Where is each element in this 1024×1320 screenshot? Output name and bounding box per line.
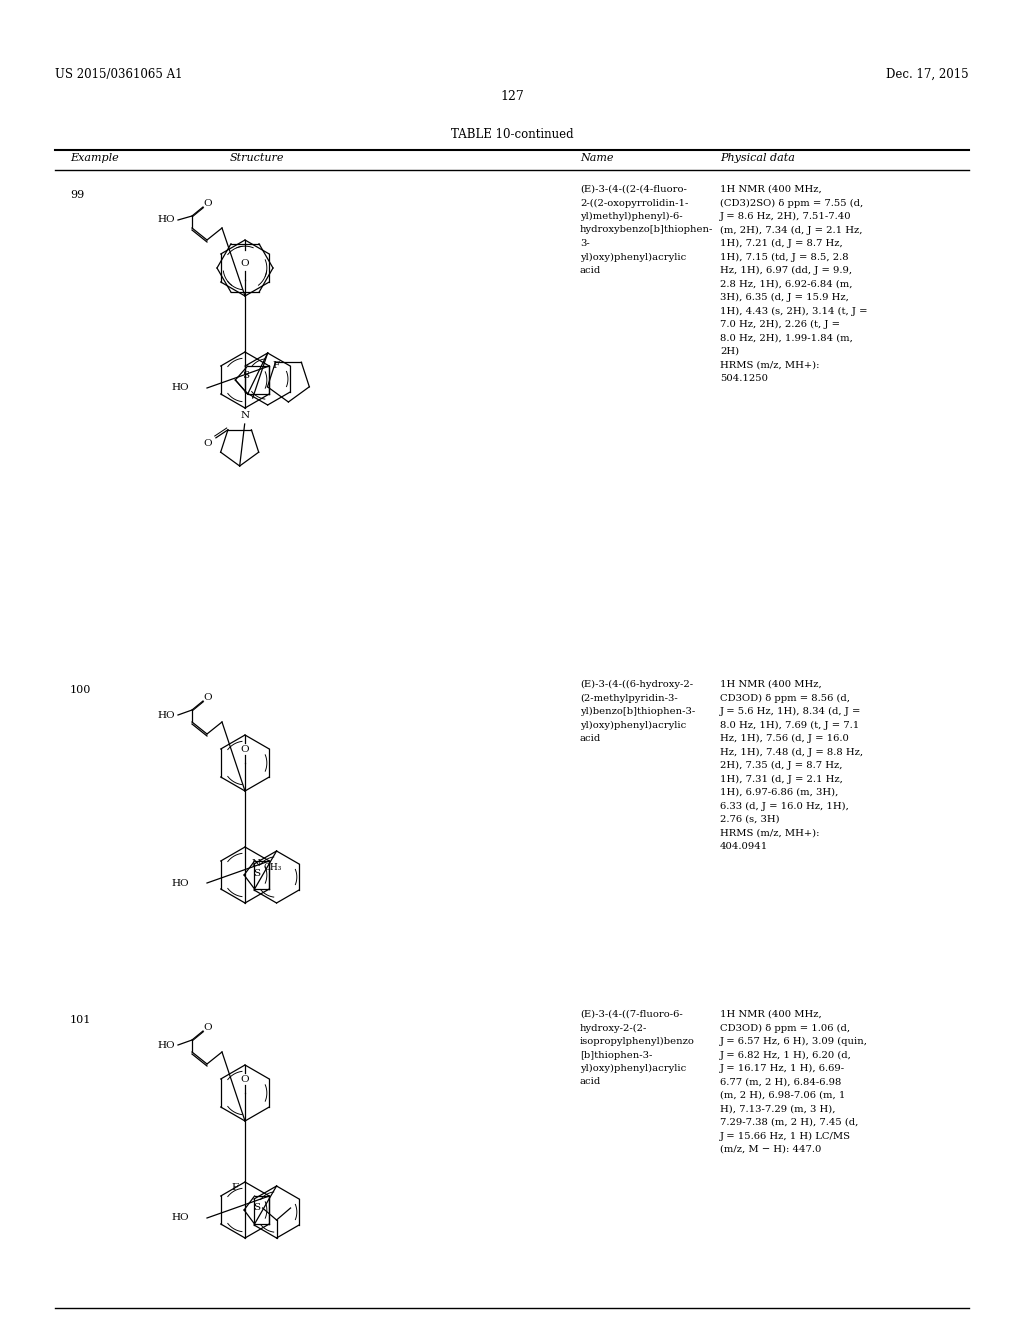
Text: H), 7.13-7.29 (m, 3 H),: H), 7.13-7.29 (m, 3 H), [720, 1105, 836, 1114]
Text: Hz, 1H), 7.48 (d, J = 8.8 Hz,: Hz, 1H), 7.48 (d, J = 8.8 Hz, [720, 747, 863, 756]
Text: HO: HO [158, 215, 175, 224]
Text: yl)oxy)phenyl)acrylic: yl)oxy)phenyl)acrylic [580, 1064, 686, 1073]
Text: Dec. 17, 2015: Dec. 17, 2015 [887, 69, 969, 81]
Text: J = 6.82 Hz, 1 H), 6.20 (d,: J = 6.82 Hz, 1 H), 6.20 (d, [720, 1051, 852, 1060]
Text: 1H), 6.97-6.86 (m, 3H),: 1H), 6.97-6.86 (m, 3H), [720, 788, 839, 797]
Text: acid: acid [580, 734, 601, 743]
Text: CD3OD) δ ppm = 1.06 (d,: CD3OD) δ ppm = 1.06 (d, [720, 1023, 850, 1032]
Text: HO: HO [171, 384, 189, 392]
Text: 100: 100 [70, 685, 91, 696]
Text: 504.1250: 504.1250 [720, 374, 768, 383]
Text: CD3OD) δ ppm = 8.56 (d,: CD3OD) δ ppm = 8.56 (d, [720, 693, 850, 702]
Text: Name: Name [580, 153, 613, 162]
Text: (m, 2H), 7.34 (d, J = 2.1 Hz,: (m, 2H), 7.34 (d, J = 2.1 Hz, [720, 226, 862, 235]
Text: O: O [204, 693, 212, 701]
Text: J = 15.66 Hz, 1 H) LC/MS: J = 15.66 Hz, 1 H) LC/MS [720, 1131, 851, 1140]
Text: (CD3)2SO) δ ppm = 7.55 (d,: (CD3)2SO) δ ppm = 7.55 (d, [720, 198, 863, 207]
Text: O: O [204, 198, 212, 207]
Text: N: N [252, 859, 260, 869]
Text: O: O [241, 744, 249, 754]
Text: 101: 101 [70, 1015, 91, 1026]
Text: 8.0 Hz, 2H), 1.99-1.84 (m,: 8.0 Hz, 2H), 1.99-1.84 (m, [720, 334, 853, 342]
Text: US 2015/0361065 A1: US 2015/0361065 A1 [55, 69, 182, 81]
Text: HO: HO [171, 879, 189, 887]
Text: HO: HO [158, 1040, 175, 1049]
Text: 1H), 7.21 (d, J = 8.7 Hz,: 1H), 7.21 (d, J = 8.7 Hz, [720, 239, 843, 248]
Text: 2H), 7.35 (d, J = 8.7 Hz,: 2H), 7.35 (d, J = 8.7 Hz, [720, 762, 843, 770]
Text: 6.33 (d, J = 16.0 Hz, 1H),: 6.33 (d, J = 16.0 Hz, 1H), [720, 801, 849, 810]
Text: F: F [231, 1184, 239, 1192]
Text: 99: 99 [70, 190, 84, 201]
Text: TABLE 10-continued: TABLE 10-continued [451, 128, 573, 141]
Text: Example: Example [70, 153, 119, 162]
Text: HRMS (m/z, MH+):: HRMS (m/z, MH+): [720, 360, 819, 370]
Text: 2H): 2H) [720, 347, 739, 356]
Text: yl)benzo[b]thiophen-3-: yl)benzo[b]thiophen-3- [580, 708, 695, 717]
Text: J = 16.17 Hz, 1 H), 6.69-: J = 16.17 Hz, 1 H), 6.69- [720, 1064, 845, 1073]
Text: O: O [241, 260, 249, 268]
Text: S: S [242, 371, 249, 380]
Text: HO: HO [171, 1213, 189, 1222]
Text: 2.8 Hz, 1H), 6.92-6.84 (m,: 2.8 Hz, 1H), 6.92-6.84 (m, [720, 280, 853, 289]
Text: F: F [272, 360, 280, 370]
Text: HO: HO [158, 710, 175, 719]
Text: yl)methyl)phenyl)-6-: yl)methyl)phenyl)-6- [580, 213, 683, 222]
Text: S: S [253, 1204, 260, 1213]
Text: yl)oxy)phenyl)acrylic: yl)oxy)phenyl)acrylic [580, 721, 686, 730]
Text: O: O [204, 440, 212, 449]
Text: 1H), 7.15 (td, J = 8.5, 2.8: 1H), 7.15 (td, J = 8.5, 2.8 [720, 252, 849, 261]
Text: 2.76 (s, 3H): 2.76 (s, 3H) [720, 814, 779, 824]
Text: 127: 127 [500, 90, 524, 103]
Text: J = 5.6 Hz, 1H), 8.34 (d, J =: J = 5.6 Hz, 1H), 8.34 (d, J = [720, 708, 861, 717]
Text: O: O [204, 1023, 212, 1031]
Text: J = 8.6 Hz, 2H), 7.51-7.40: J = 8.6 Hz, 2H), 7.51-7.40 [720, 213, 852, 222]
Text: acid: acid [580, 1077, 601, 1086]
Text: (E)-3-(4-((7-fluoro-6-: (E)-3-(4-((7-fluoro-6- [580, 1010, 683, 1019]
Text: Physical data: Physical data [720, 153, 795, 162]
Text: (E)-3-(4-((6-hydroxy-2-: (E)-3-(4-((6-hydroxy-2- [580, 680, 693, 689]
Text: yl)oxy)phenyl)acrylic: yl)oxy)phenyl)acrylic [580, 252, 686, 261]
Text: hydroxy-2-(2-: hydroxy-2-(2- [580, 1023, 647, 1032]
Text: 3-: 3- [580, 239, 590, 248]
Text: 8.0 Hz, 1H), 7.69 (t, J = 7.1: 8.0 Hz, 1H), 7.69 (t, J = 7.1 [720, 721, 859, 730]
Text: 2-((2-oxopyrrolidin-1-: 2-((2-oxopyrrolidin-1- [580, 198, 688, 207]
Text: (E)-3-(4-((2-(4-fluoro-: (E)-3-(4-((2-(4-fluoro- [580, 185, 687, 194]
Text: Hz, 1H), 6.97 (dd, J = 9.9,: Hz, 1H), 6.97 (dd, J = 9.9, [720, 267, 852, 275]
Text: 1H NMR (400 MHz,: 1H NMR (400 MHz, [720, 185, 821, 194]
Text: 1H), 7.31 (d, J = 2.1 Hz,: 1H), 7.31 (d, J = 2.1 Hz, [720, 775, 843, 784]
Text: Hz, 1H), 7.56 (d, J = 16.0: Hz, 1H), 7.56 (d, J = 16.0 [720, 734, 849, 743]
Text: 1H NMR (400 MHz,: 1H NMR (400 MHz, [720, 680, 821, 689]
Text: 1H NMR (400 MHz,: 1H NMR (400 MHz, [720, 1010, 821, 1019]
Text: J = 6.57 Hz, 6 H), 3.09 (quin,: J = 6.57 Hz, 6 H), 3.09 (quin, [720, 1038, 868, 1047]
Text: isopropylphenyl)benzo: isopropylphenyl)benzo [580, 1038, 695, 1047]
Text: [b]thiophen-3-: [b]thiophen-3- [580, 1051, 652, 1060]
Text: 1H), 4.43 (s, 2H), 3.14 (t, J =: 1H), 4.43 (s, 2H), 3.14 (t, J = [720, 306, 867, 315]
Text: hydroxybenzo[b]thiophen-: hydroxybenzo[b]thiophen- [580, 226, 714, 235]
Text: (m/z, M − H): 447.0: (m/z, M − H): 447.0 [720, 1144, 821, 1154]
Text: acid: acid [580, 267, 601, 275]
Text: Structure: Structure [230, 153, 285, 162]
Text: O: O [241, 1074, 249, 1084]
Text: 6.77 (m, 2 H), 6.84-6.98: 6.77 (m, 2 H), 6.84-6.98 [720, 1077, 842, 1086]
Text: (2-methylpyridin-3-: (2-methylpyridin-3- [580, 693, 678, 702]
Text: HRMS (m/z, MH+):: HRMS (m/z, MH+): [720, 829, 819, 837]
Text: S: S [253, 869, 260, 878]
Text: CH₃: CH₃ [263, 862, 282, 871]
Text: N: N [240, 412, 249, 421]
Text: 3H), 6.35 (d, J = 15.9 Hz,: 3H), 6.35 (d, J = 15.9 Hz, [720, 293, 849, 302]
Text: (m, 2 H), 6.98-7.06 (m, 1: (m, 2 H), 6.98-7.06 (m, 1 [720, 1092, 846, 1100]
Text: 7.29-7.38 (m, 2 H), 7.45 (d,: 7.29-7.38 (m, 2 H), 7.45 (d, [720, 1118, 858, 1127]
Text: 404.0941: 404.0941 [720, 842, 768, 851]
Text: 7.0 Hz, 2H), 2.26 (t, J =: 7.0 Hz, 2H), 2.26 (t, J = [720, 319, 840, 329]
